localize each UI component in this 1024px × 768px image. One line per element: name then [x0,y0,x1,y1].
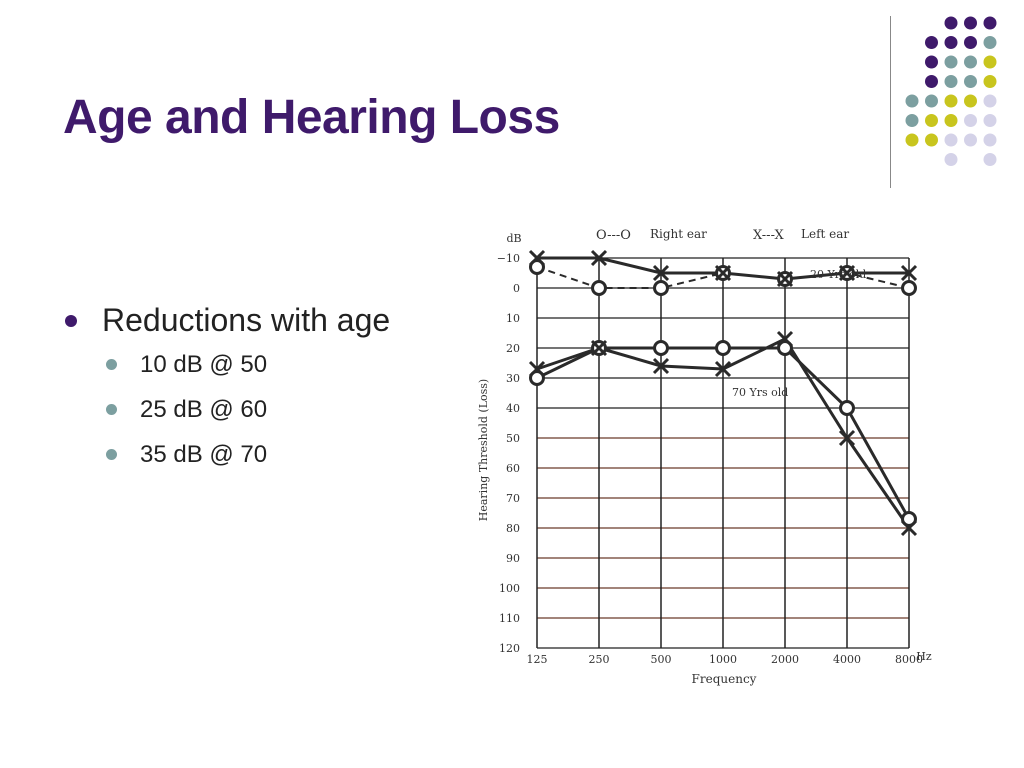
data-point-x [528,360,546,378]
decorative-dot [983,36,997,49]
data-point-circle [839,400,855,416]
slide-title: Age and Hearing Loss [63,91,560,144]
decorative-dot [983,153,997,166]
decorative-dot-grid [905,16,997,166]
y-tick-label: 70 [506,492,520,505]
x-tick-label: 2000 [771,653,799,666]
data-point-circle [777,340,793,356]
y-unit-label: dB [506,232,521,245]
decorative-dot [964,55,977,69]
data-point-x [590,249,608,267]
data-point-x [714,360,732,378]
decorative-dot [964,75,977,88]
decorative-dot [925,133,938,147]
decorative-dot [944,16,958,30]
annotation-20-yrs-old: 20 Yrs old [810,268,866,281]
data-point-circle [715,340,731,356]
decorative-dot [925,114,938,127]
grid-lines [536,257,910,649]
audiogram-chart: −10 0 10 20 30 40 50 60 70 80 90 100 110 120 125 250 500… [477,227,932,686]
decorative-dot [944,153,958,166]
bullet-25db-at-60: 25 dB @ 60 [62,387,390,432]
y-tick-label: 40 [506,402,520,415]
series-markers [528,249,918,537]
x-tick-label: 1000 [709,653,737,666]
y-tick-label: 30 [506,372,520,385]
data-point-circle [653,340,669,356]
x-tick-label: 8000 [895,653,923,666]
y-tick-label: 20 [506,342,520,355]
decorative-dot [925,75,938,88]
decorative-dot [964,94,977,108]
legend-left-ear-symbol: X---X [753,228,785,243]
decorative-dot [983,16,997,30]
decorative-dot [983,114,997,127]
decorative-dot [925,36,938,49]
data-point-x [776,330,794,348]
y-tick-label: 0 [513,282,520,295]
bullet-35db-at-70: 35 dB @ 70 [62,432,390,477]
bullet-reductions-with-age: Reductions with age [62,298,390,342]
decorative-dot [905,94,919,108]
decorative-dot [925,55,938,69]
y-tick-label: 110 [499,612,520,625]
data-point-circle [591,280,607,296]
decorative-dot [983,75,997,88]
data-point-circle [653,280,669,296]
decorative-dot [983,55,997,69]
decorative-dot [944,133,958,147]
y-axis-label: Hearing Threshold (Loss) [477,379,490,521]
bullet-10db-at-50: 10 dB @ 50 [62,342,390,387]
decorative-dot [944,55,958,69]
tick-labels: −10 0 10 20 30 40 50 60 70 80 90 100 110 120 125 250 500… [497,252,923,666]
y-tick-label: 10 [506,312,520,325]
data-point-circle [529,370,545,386]
x-unit-label: Hz [916,650,932,663]
x-tick-label: 4000 [833,653,861,666]
legend-right-ear-symbol: O---O [596,228,631,243]
y-tick-label: 50 [506,432,520,445]
decorative-dot [964,114,977,127]
data-point-x [900,264,918,282]
decorative-dot [905,133,919,147]
x-tick-label: 125 [527,653,548,666]
data-point-x [776,270,794,288]
data-point-x [714,264,732,282]
y-tick-label: 80 [506,522,520,535]
data-point-x [528,249,546,267]
decorative-dot [944,94,958,108]
decorative-dot [983,133,997,147]
decorative-dot [944,75,958,88]
data-point-x [652,357,670,375]
data-point-x [838,429,856,447]
legend-right-ear-label: Right ear [650,227,707,241]
decorative-dot [983,94,997,108]
data-point-x [900,519,918,537]
data-point-circle [901,511,917,527]
legend-left-ear-label: Left ear [801,227,849,241]
decorative-dot [925,94,938,108]
x-axis-label: Frequency [692,672,757,686]
decorative-dot [964,16,977,30]
data-point-circle [901,280,917,296]
y-tick-label: 100 [499,582,520,595]
y-tick-label: −10 [497,252,520,265]
decorative-dot [944,114,958,127]
decorative-dot [964,133,977,147]
y-tick-label: 60 [506,462,520,475]
decorative-dot [944,36,958,49]
x-tick-label: 250 [589,653,610,666]
data-point-circle [529,259,545,275]
x-tick-label: 500 [651,653,672,666]
annotation-70-yrs-old: 70 Yrs old [732,386,788,399]
data-point-x [652,264,670,282]
decorative-dot [964,36,977,49]
y-tick-label: 120 [499,642,520,655]
data-point-x [838,264,856,282]
data-point-x [590,339,608,357]
title-divider-line [890,16,891,188]
bullet-list: Reductions with age 10 dB @ 50 25 dB @ 6… [62,298,390,477]
decorative-dot [905,114,919,127]
y-tick-label: 90 [506,552,520,565]
